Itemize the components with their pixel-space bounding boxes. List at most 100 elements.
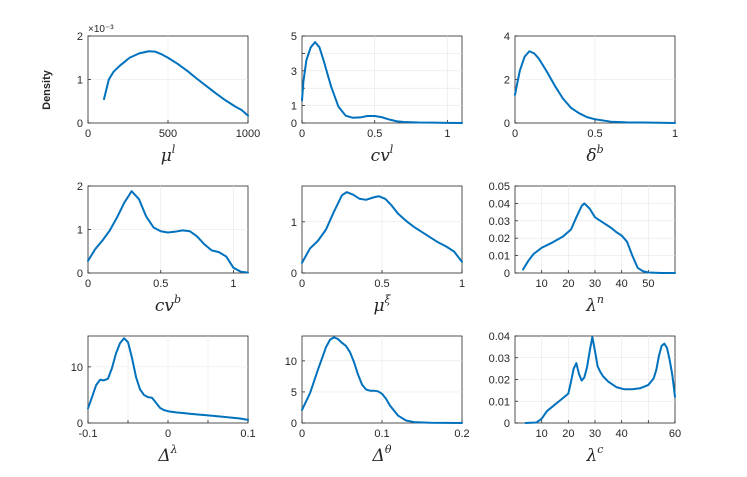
density-curve xyxy=(522,202,676,274)
x-tick-label: 500 xyxy=(159,128,177,140)
y-tick-label: 10 xyxy=(285,356,297,368)
x-tick-label: 0 xyxy=(299,128,305,140)
y-tick-label: 0.01 xyxy=(489,251,510,263)
y-tick-label: 5 xyxy=(291,387,297,399)
x-tick-label: 1000 xyxy=(236,128,260,140)
density-panel: 0 0.5 1 0 2 4 δb xyxy=(504,31,678,166)
density-panel: 0 0.5 1 0 1 3 5 cvl xyxy=(291,31,463,166)
x-axis-label-base: cv xyxy=(155,296,175,316)
density-curve xyxy=(301,191,463,264)
x-tick-label: 1 xyxy=(672,128,678,140)
x-tick-label: 10 xyxy=(536,278,548,290)
density-curve xyxy=(301,336,463,424)
y-tick-label: 0.02 xyxy=(489,375,510,387)
x-axis-label: μξ xyxy=(373,293,391,316)
x-tick-label: 20 xyxy=(562,278,574,290)
y-tick-label: 2 xyxy=(504,75,510,87)
x-axis-label-superscript: n xyxy=(597,293,604,306)
x-axis-label-superscript: b xyxy=(597,143,604,156)
y-tick-label: 0 xyxy=(504,118,510,130)
y-tick-label: 2 xyxy=(77,181,83,193)
density-panel: 10 20 30 40 50 0 0.01 0.02 0.03 0.04 0.05 λn xyxy=(489,181,676,316)
x-tick-label: 0.5 xyxy=(374,278,389,290)
x-tick-label: 0.2 xyxy=(454,428,469,440)
x-tick-label: 1 xyxy=(459,278,465,290)
x-axis-label: cvb xyxy=(155,293,181,316)
x-tick-label: 1 xyxy=(444,128,450,140)
y-tick-label: 0.03 xyxy=(489,216,510,228)
x-tick-label: 40 xyxy=(616,278,628,290)
y-tick-label: 5 xyxy=(291,31,297,43)
x-tick-label: 0.5 xyxy=(153,278,168,290)
x-tick-label: 0.1 xyxy=(374,428,389,440)
density-curve xyxy=(301,41,463,124)
x-axis-label-superscript: l xyxy=(172,143,176,156)
density-panel: 0 0.1 0.2 0 5 10 Δθ xyxy=(285,335,470,466)
x-tick-label: 0 xyxy=(512,128,518,140)
x-axis-label-superscript: λ xyxy=(170,443,178,456)
density-panel: 0 0.5 1 0 1 2 cvb xyxy=(77,181,249,316)
x-axis-label-superscript: ξ xyxy=(385,293,392,306)
x-tick-label: 0 xyxy=(165,428,171,440)
x-axis-label-base: δ xyxy=(586,146,596,166)
x-axis-label: δb xyxy=(586,143,603,166)
y-tick-label: 2 xyxy=(77,31,83,43)
x-tick-label: -0.1 xyxy=(79,428,98,440)
y-tick-label: 0 xyxy=(291,118,297,130)
density-panel: 0 500 1000 0 1 2 ×10⁻³ μl xyxy=(77,24,260,166)
y-tick-label: 0 xyxy=(77,268,83,280)
y-tick-label: 0.03 xyxy=(489,353,510,365)
x-axis-label: λn xyxy=(585,293,604,316)
density-panel: 10 20 30 40 60 0 0.01 0.02 0.03 0.04 λc xyxy=(489,331,682,466)
density-curve xyxy=(514,50,676,124)
y-tick-label: 10 xyxy=(71,362,83,374)
y-tick-label: 1 xyxy=(77,75,83,87)
y-tick-label: 4 xyxy=(504,31,510,43)
density-curve xyxy=(103,50,249,117)
x-tick-label: 1 xyxy=(230,278,236,290)
y-axis-label: Density xyxy=(41,69,53,110)
y-tick-label: 1 xyxy=(291,101,297,113)
x-tick-label: 0.5 xyxy=(587,128,602,140)
x-axis-label-base: λ xyxy=(585,296,597,316)
x-axis-label: cvl xyxy=(371,143,394,166)
y-tick-label: 1 xyxy=(77,225,83,237)
x-tick-label: 0 xyxy=(85,128,91,140)
density-curve xyxy=(87,190,249,274)
y-tick-label: 0.04 xyxy=(489,198,510,210)
x-tick-label: 30 xyxy=(589,278,601,290)
x-tick-label: 0.5 xyxy=(367,128,382,140)
density-curve xyxy=(524,336,676,424)
x-axis-label-superscript: b xyxy=(174,293,181,306)
y-tick-label: 1 xyxy=(291,217,297,229)
y-tick-label: 0 xyxy=(77,418,83,430)
y-tick-label: 0 xyxy=(77,118,83,130)
x-axis-label-superscript: l xyxy=(390,143,394,156)
x-tick-label: 0 xyxy=(299,428,305,440)
y-tick-label: 0.01 xyxy=(489,396,510,408)
y-tick-label: 3 xyxy=(291,66,297,78)
x-axis-label: Δθ xyxy=(372,443,392,466)
plot-area xyxy=(301,35,463,124)
x-tick-label: 30 xyxy=(589,428,601,440)
x-tick-label: 0 xyxy=(299,278,305,290)
x-axis-label-base: cv xyxy=(371,146,391,166)
x-axis-label: λc xyxy=(586,443,604,466)
y-tick-label: 0 xyxy=(291,418,297,430)
x-axis-label-base: Δ xyxy=(157,446,170,466)
x-axis-label-base: μ xyxy=(161,146,172,166)
x-tick-label: 0.1 xyxy=(240,428,255,440)
y-tick-label: 0.02 xyxy=(489,233,510,245)
x-axis-label-base: μ xyxy=(373,296,384,316)
x-axis-label-base: Δ xyxy=(372,446,385,466)
x-axis-label-superscript: c xyxy=(597,443,603,456)
density-panel: 0 0.5 1 0 1 μξ xyxy=(291,185,465,316)
y-tick-label: 0.04 xyxy=(489,331,510,343)
x-tick-label: 10 xyxy=(536,428,548,440)
x-axis-label: μl xyxy=(161,143,176,166)
x-tick-label: 60 xyxy=(669,428,681,440)
y-tick-label: 0 xyxy=(504,418,510,430)
x-axis-label-superscript: θ xyxy=(385,443,392,456)
